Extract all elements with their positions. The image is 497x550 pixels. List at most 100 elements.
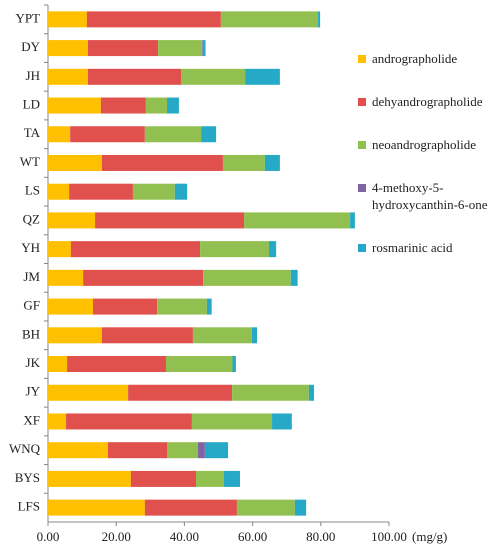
bar-segment (48, 154, 102, 171)
bar-segment (83, 269, 204, 286)
bar-segment (290, 269, 298, 286)
bar-segment (232, 356, 236, 373)
y-tick-label: GF (23, 298, 40, 313)
bar-segment (87, 68, 181, 85)
bar-segment (204, 442, 229, 459)
x-tick-label: 40.00 (170, 529, 199, 544)
legend-swatch (358, 141, 366, 149)
bar-segment (198, 442, 205, 459)
legend-item: neoandrographolide (358, 136, 494, 153)
bar-segment (86, 11, 221, 28)
bar-segment (67, 356, 166, 373)
y-tick-label: YPT (15, 10, 40, 25)
bar-segment (48, 327, 102, 344)
legend-swatch (358, 244, 366, 252)
bar-segment (268, 241, 277, 258)
bar-segment (101, 327, 193, 344)
legend-label: neoandrographolide (372, 137, 476, 152)
bar-segment (132, 183, 175, 200)
x-tick-label: 100.00 (371, 529, 407, 544)
y-tick-label: LFS (18, 499, 40, 514)
y-tick-label: BH (22, 326, 40, 341)
bar-segment (144, 499, 237, 516)
legend-label: 4-methoxy-5-hydroxycanthin-6-one (372, 180, 488, 212)
y-tick-label: WT (20, 154, 40, 169)
bar-segment (130, 470, 196, 487)
bar-segment (350, 212, 355, 229)
y-tick-label: BYS (15, 470, 40, 485)
legend-item: 4-methoxy-5-hydroxycanthin-6-one (358, 179, 494, 213)
legend-item: rosmarinic acid (358, 239, 494, 256)
legend-item: dehyandrographolide (358, 93, 494, 110)
y-tick-label: LS (25, 183, 40, 198)
bar-segment (264, 154, 280, 171)
bar-segment (48, 413, 67, 430)
bar-segment (48, 356, 68, 373)
bar-segment (128, 384, 233, 401)
bar-segment (100, 97, 146, 114)
legend-label: dehyandrographolide (372, 94, 483, 109)
y-tick-label: QZ (23, 211, 40, 226)
bar-segment (192, 327, 252, 344)
bar-segment (48, 212, 96, 229)
bar-segment (48, 68, 88, 85)
bar-segment (318, 11, 321, 28)
bar-segment (203, 269, 291, 286)
bar-segment (200, 241, 269, 258)
legend-swatch (358, 184, 366, 192)
bar-segment (66, 413, 192, 430)
bar-segment (145, 97, 168, 114)
bar-segment (144, 126, 202, 143)
bar-segment (202, 40, 203, 57)
y-tick-label: YH (21, 240, 40, 255)
bar-segment (223, 470, 240, 487)
legend-swatch (358, 55, 366, 63)
bar-segment (272, 413, 292, 430)
bar-segment (157, 298, 207, 315)
bar-segment (48, 241, 71, 258)
y-tick-label: JM (23, 269, 40, 284)
x-axis-label: (mg/g) (412, 529, 447, 544)
bar-segment (48, 499, 145, 516)
bar-segment (48, 442, 109, 459)
bar-segment (251, 327, 258, 344)
bar-segment (95, 212, 245, 229)
x-tick-label: 80.00 (306, 529, 335, 544)
bar-segment (195, 470, 224, 487)
legend-item: andrographolide (358, 50, 494, 67)
bar-segment (93, 298, 158, 315)
x-tick-label: 60.00 (238, 529, 267, 544)
bar-segment (308, 384, 314, 401)
bar-segment (48, 97, 101, 114)
legend: andrographolide dehyandrographolide neoand… (358, 50, 494, 282)
bar-segment (165, 356, 233, 373)
bar-segment (70, 241, 201, 258)
bar-segment (245, 68, 280, 85)
bar-segment (174, 183, 188, 200)
bar-segment (158, 40, 203, 57)
bar-segment (48, 183, 70, 200)
bar-segment (48, 11, 87, 28)
bar-segment (101, 154, 223, 171)
bar-segment (220, 11, 319, 28)
bar-segment (232, 384, 309, 401)
bar-segment (87, 40, 159, 57)
y-tick-label: TA (24, 125, 41, 140)
bar-segment (191, 413, 273, 430)
bar-segment (222, 154, 265, 171)
bar-segment (48, 470, 131, 487)
y-tick-label: DY (21, 39, 40, 54)
bar-segment (201, 126, 217, 143)
bar-segment (294, 499, 307, 516)
legend-swatch (358, 98, 366, 106)
bar-segment (48, 40, 88, 57)
bar-segment (70, 126, 145, 143)
y-tick-label: JH (26, 68, 40, 83)
bar-segment (236, 499, 295, 516)
bar-segment (167, 442, 199, 459)
y-tick-label: XF (23, 412, 40, 427)
bar-segment (202, 40, 206, 57)
bar-segment (206, 298, 212, 315)
bar-segment (48, 384, 129, 401)
